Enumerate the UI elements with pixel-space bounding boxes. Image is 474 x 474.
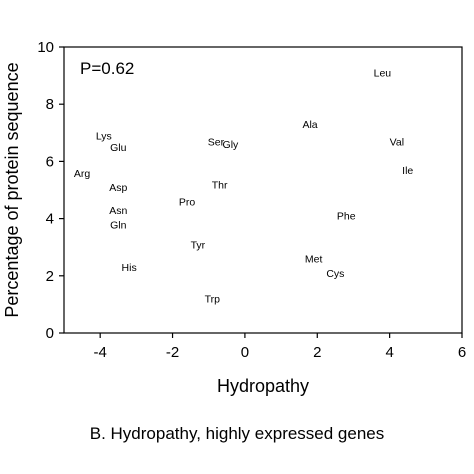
x-tick-label: -4 (94, 344, 107, 361)
point-label-ala: Ala (302, 119, 317, 131)
figure-caption: B. Hydropathy, highly expressed genes (89, 424, 385, 443)
point-label-arg: Arg (74, 168, 91, 180)
y-tick-label: 8 (46, 96, 54, 113)
point-label-asp: Asp (109, 182, 127, 194)
point-label-gly: Gly (223, 139, 240, 151)
point-label-leu: Leu (374, 68, 392, 80)
x-tick-label: 6 (458, 344, 466, 361)
p-value-annotation: P=0.62 (80, 59, 134, 78)
point-label-ser: Ser (208, 136, 225, 148)
point-label-thr: Thr (212, 179, 228, 191)
point-label-met: Met (305, 254, 323, 266)
y-tick-label: 6 (46, 153, 54, 170)
x-tick-label: 0 (241, 344, 249, 361)
x-tick-label: 4 (385, 344, 393, 361)
y-tick-label: 0 (46, 325, 54, 342)
y-tick-label: 2 (46, 268, 54, 285)
point-label-phe: Phe (337, 211, 356, 223)
point-label-his: His (122, 262, 137, 274)
point-label-trp: Trp (205, 294, 221, 306)
x-axis-title: Hydropathy (217, 376, 309, 396)
point-label-lys: Lys (96, 131, 112, 143)
point-label-pro: Pro (179, 196, 196, 208)
point-label-glu: Glu (110, 142, 127, 154)
y-axis-title: Percentage of protein sequence (2, 62, 22, 317)
point-label-asn: Asn (109, 205, 127, 217)
plot-frame (63, 46, 463, 334)
point-label-cys: Cys (326, 268, 344, 280)
point-label-gln: Gln (110, 219, 127, 231)
point-label-ile: Ile (402, 165, 413, 177)
plot-border (63, 46, 463, 334)
axis-ticks: -4 -2 0 2 4 6 0 2 4 6 8 10 (37, 39, 466, 361)
y-tick-label: 10 (37, 39, 54, 56)
point-label-val: Val (390, 136, 404, 148)
x-tick-label: -2 (166, 344, 179, 361)
y-tick-label: 4 (46, 211, 54, 228)
point-label-tyr: Tyr (191, 239, 206, 251)
x-tick-label: 2 (313, 344, 321, 361)
